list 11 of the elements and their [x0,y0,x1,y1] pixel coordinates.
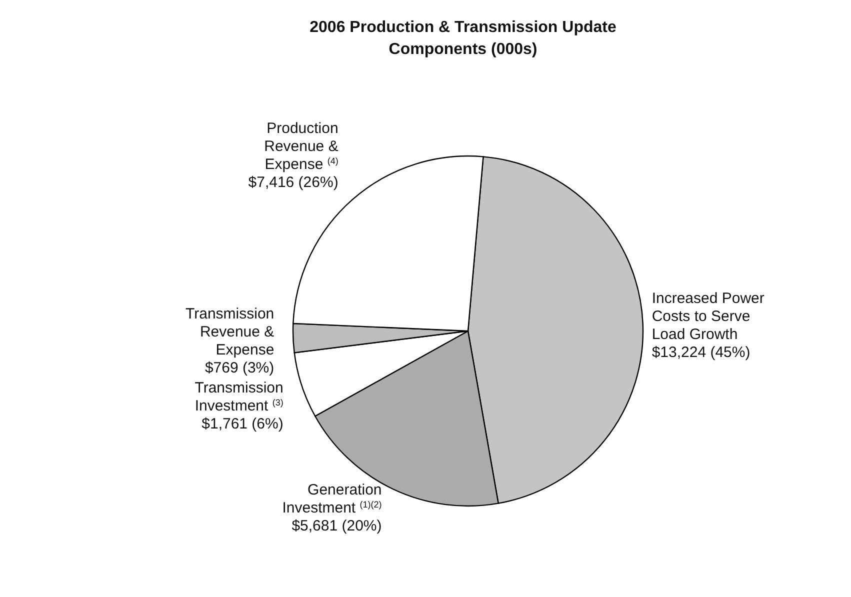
data-label: $769 (3%) [204,360,274,377]
data-label: $13,224 (45%) [652,344,750,361]
slice-label: Transmission Investment $^{(3)}$ [194,380,284,415]
slice-label: Generation Investment $^{(1)(2)}$ [282,482,382,517]
slice-label: Production Revenue & Expense $^{(4)}$ [264,120,338,173]
slice-label: Transmission Revenue & Expense [186,306,274,359]
data-label: $7,416 (26%) [248,174,338,191]
chart-title: 2006 Production & Transmission Update Components (000s) [310,19,616,58]
data-label: $1,761 (6%) [202,416,284,433]
data-label: $5,681 (20%) [292,518,382,535]
slice-label: Increased Power Costs to Serve Load Growth [652,290,764,343]
